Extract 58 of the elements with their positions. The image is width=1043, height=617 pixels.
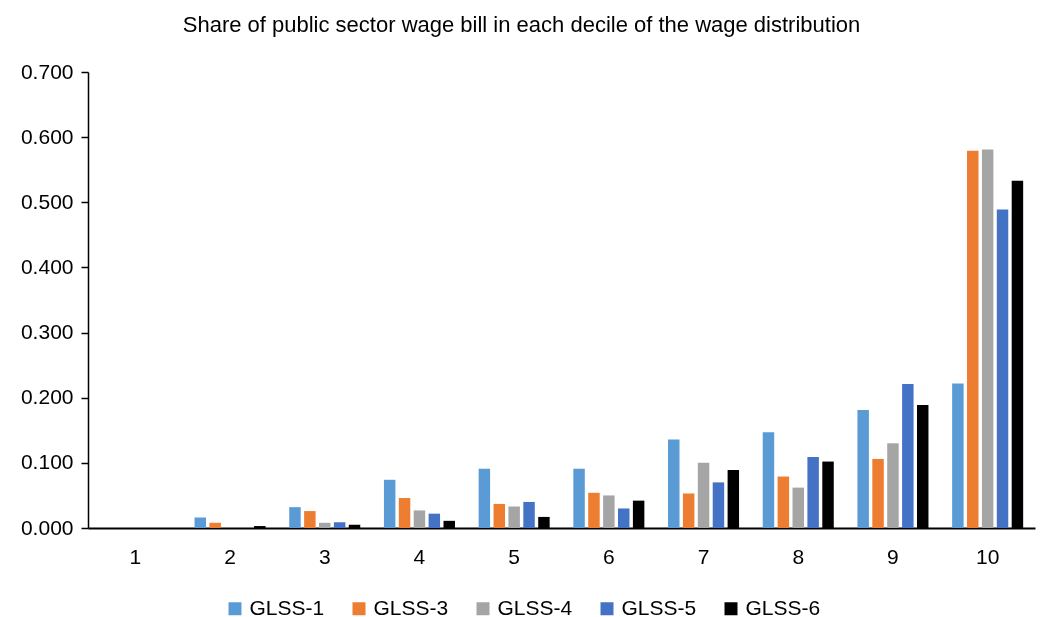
x-tick-label: 2 — [224, 544, 236, 568]
y-tick-label: 0.300 — [20, 320, 74, 344]
bar — [413, 510, 426, 528]
bar — [319, 522, 331, 528]
x-tick-label: 9 — [887, 544, 899, 568]
bar — [398, 498, 411, 528]
legend-label: GLSS-5 — [621, 595, 697, 617]
bar — [289, 507, 301, 528]
bar — [777, 476, 790, 528]
bar — [807, 456, 819, 528]
bar — [981, 149, 994, 528]
bar — [478, 468, 491, 528]
bar — [209, 522, 221, 528]
legend-label: GLSS-4 — [497, 595, 573, 617]
bar — [523, 501, 535, 528]
x-tick-label: 6 — [603, 544, 615, 568]
bar — [682, 493, 695, 528]
bar — [573, 468, 585, 528]
y-tick-label: 0.100 — [20, 450, 74, 474]
bar — [996, 209, 1009, 528]
y-tick-label: 0.200 — [20, 385, 74, 409]
bar — [618, 508, 630, 528]
legend-label: GLSS-1 — [249, 595, 325, 617]
y-tick-label: 0.600 — [20, 124, 74, 148]
bar — [902, 384, 914, 528]
bar — [508, 506, 520, 528]
bar — [762, 432, 775, 528]
bar — [967, 150, 979, 528]
bar — [493, 503, 505, 528]
y-tick-label: 0.000 — [20, 515, 74, 539]
y-tick-label: 0.500 — [20, 189, 74, 213]
bar — [712, 482, 725, 528]
bar — [697, 462, 710, 528]
bar — [603, 495, 615, 528]
y-tick-label: 0.700 — [20, 59, 74, 83]
x-tick-label: 5 — [508, 544, 520, 568]
bar — [194, 517, 206, 528]
bar — [872, 458, 884, 528]
legend-label: GLSS-6 — [745, 595, 821, 617]
bar — [333, 522, 346, 528]
bar — [383, 479, 396, 528]
bar — [792, 487, 804, 528]
bar — [588, 492, 600, 528]
bar — [887, 443, 899, 528]
chart-title: Share of public sector wage bill in each decile of the wage distribution — [182, 12, 861, 37]
bar — [668, 439, 680, 528]
x-tick-label: 10 — [975, 544, 1000, 568]
x-tick-label: 7 — [697, 544, 710, 568]
bar — [428, 513, 441, 528]
x-tick-label: 1 — [129, 544, 142, 568]
bar — [304, 511, 316, 528]
bar — [952, 383, 964, 528]
bar — [857, 410, 869, 528]
legend-label: GLSS-3 — [373, 595, 449, 617]
x-tick-label: 3 — [318, 544, 331, 568]
x-tick-label: 8 — [792, 544, 805, 568]
x-tick-label: 4 — [413, 544, 426, 568]
y-tick-label: 0.400 — [20, 254, 74, 278]
